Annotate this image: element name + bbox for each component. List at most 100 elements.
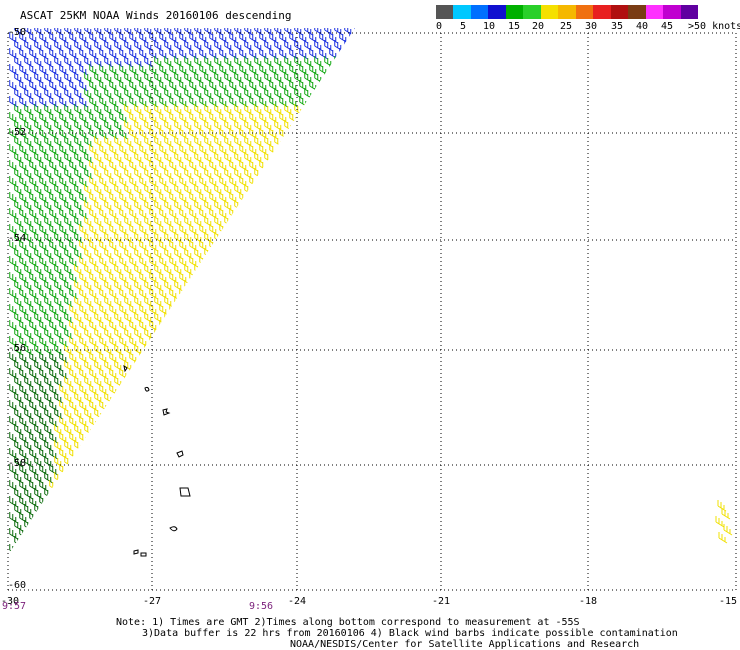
- wind-barb: [79, 320, 89, 332]
- wind-barb: [339, 528, 349, 540]
- wind-barb: [319, 256, 329, 268]
- wind-barb: [94, 424, 104, 436]
- wind-barb: [154, 456, 164, 468]
- wind-barb: [34, 456, 44, 468]
- wind-barb: [259, 80, 269, 92]
- wind-barb: [119, 304, 129, 316]
- wind-barb: [324, 424, 334, 436]
- wind-barb: [254, 360, 264, 372]
- wind-barb: [14, 200, 24, 212]
- wind-barb: [224, 536, 234, 548]
- wind-barb: [144, 184, 154, 196]
- wind-barb: [104, 40, 114, 52]
- wind-barb: [74, 88, 84, 100]
- wind-barb: [14, 504, 24, 516]
- wind-barb: [259, 352, 269, 364]
- wind-barb: [179, 256, 189, 268]
- wind-barb: [164, 136, 174, 148]
- wind-barb: [14, 264, 24, 276]
- wind-barb: [154, 440, 164, 452]
- wind-barb: [314, 424, 324, 436]
- wind-barb: [164, 552, 174, 555]
- wind-barb: [354, 280, 355, 292]
- wind-barb: [224, 520, 234, 532]
- wind-barb: [204, 72, 214, 84]
- wind-barb: [264, 488, 274, 500]
- wind-barb: [89, 288, 99, 300]
- wind-barb: [229, 32, 239, 44]
- wind-barb: [94, 28, 104, 36]
- wind-barb: [199, 208, 209, 220]
- wind-barb: [269, 176, 279, 188]
- wind-barb: [89, 384, 99, 396]
- wind-barb: [89, 224, 99, 236]
- wind-barb: [309, 272, 319, 284]
- wind-barb: [360, 208, 368, 219]
- wind-barb: [304, 296, 314, 308]
- wind-barb: [274, 40, 284, 52]
- wind-barb: [44, 520, 54, 532]
- wind-barb: [239, 544, 249, 555]
- wind-barb: [64, 88, 74, 100]
- wind-barb: [204, 360, 214, 372]
- wind-barb: [124, 488, 134, 500]
- wind-barb: [159, 144, 169, 156]
- wind-barb: [59, 256, 69, 268]
- wind-barb: [124, 264, 134, 276]
- wind-barb: [304, 520, 314, 532]
- wind-barb: [169, 416, 179, 428]
- wind-barb: [154, 488, 164, 500]
- wind-barb: [339, 416, 349, 428]
- wind-barb: [319, 384, 329, 396]
- wind-barb: [204, 536, 214, 548]
- wind-barb: [344, 408, 354, 420]
- wind-barb: [44, 360, 54, 372]
- wind-barb: [299, 464, 309, 476]
- wind-barb: [104, 56, 114, 68]
- wind-barb: [299, 112, 309, 124]
- wind-barb: [294, 488, 304, 500]
- wind-barb: [360, 272, 368, 283]
- wind-barb: [349, 208, 355, 220]
- wind-barb: [79, 256, 89, 268]
- wind-barb: [154, 360, 164, 372]
- wind-barb: [24, 376, 34, 388]
- wind-barb: [19, 64, 29, 76]
- wind-barb: [179, 192, 189, 204]
- wind-barb: [109, 64, 119, 76]
- wind-barb: [239, 464, 249, 476]
- wind-barb: [94, 360, 104, 372]
- wind-barb: [84, 504, 94, 516]
- wind-barb: [54, 120, 64, 132]
- wind-barb: [104, 504, 114, 516]
- wind-barb: [224, 232, 234, 244]
- wind-barb: [89, 528, 99, 540]
- wind-barb: [74, 216, 84, 228]
- wind-barb: [229, 384, 239, 396]
- wind-barb: [224, 184, 234, 196]
- wind-barb: [79, 144, 89, 156]
- wind-barb: [84, 344, 94, 356]
- wind-barb: [179, 64, 189, 76]
- wind-barb: [269, 304, 279, 316]
- wind-barb: [29, 368, 39, 380]
- wind-barb: [189, 416, 199, 428]
- wind-barb: [89, 336, 99, 348]
- wind-barb: [139, 192, 149, 204]
- wind-barb: [314, 536, 324, 548]
- wind-barb: [214, 552, 224, 555]
- wind-barb: [29, 496, 39, 508]
- wind-barb: [239, 48, 249, 60]
- wind-barb: [244, 392, 254, 404]
- wind-barb: [19, 160, 29, 172]
- wind-barb: [299, 448, 309, 460]
- wind-barb: [349, 176, 355, 188]
- wind-barb: [184, 376, 194, 388]
- wind-barb: [169, 432, 179, 444]
- wind-barb: [104, 472, 114, 484]
- wind-barb: [199, 192, 209, 204]
- wind-barb: [244, 376, 254, 388]
- wind-barb: [239, 208, 249, 220]
- wind-barb: [269, 384, 279, 396]
